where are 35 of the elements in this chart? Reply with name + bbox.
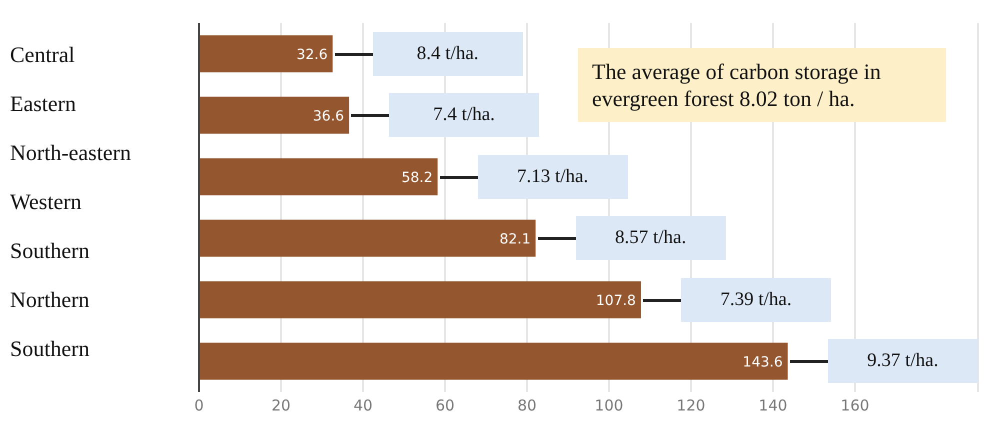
callout-box: 7.13 t/ha.: [478, 154, 628, 199]
bar: [199, 220, 536, 257]
callout-box: 8.57 t/ha.: [576, 216, 726, 260]
data-label: 32.6: [296, 46, 328, 63]
x-tick-label: 100: [594, 396, 624, 415]
text: Southern: [10, 335, 90, 363]
text: Southern: [10, 237, 90, 265]
callout-box: 8.4 t/ha.: [372, 32, 523, 76]
note-box: The average of carbon storage in evergreen forest 8.02 ton / ha.: [578, 48, 946, 122]
callout-box: 7.4 t/ha.: [389, 93, 540, 138]
callout-box: 9.37 t/ha.: [828, 339, 978, 384]
data-label: 107.8: [596, 292, 636, 309]
bar: [199, 96, 350, 134]
bar: [199, 158, 438, 196]
x-tick-label: 120: [676, 396, 706, 415]
x-tick-label: 20: [271, 396, 291, 415]
data-label: 82.1: [499, 231, 531, 248]
text: North-eastern: [10, 139, 131, 167]
bar: [199, 35, 333, 72]
x-tick-label: 160: [840, 396, 870, 415]
x-tick-label: 140: [758, 396, 788, 415]
x-tick-label: 80: [517, 396, 537, 415]
data-label: 36.6: [312, 108, 344, 124]
x-tick-label: 0: [194, 396, 204, 415]
text: Eastern: [10, 90, 77, 118]
text: Northern: [10, 286, 90, 314]
x-tick-label: 40: [353, 396, 373, 415]
x-tick-label: 60: [435, 396, 455, 415]
text: Central: [10, 41, 76, 69]
text: Western: [10, 188, 83, 216]
bar: [199, 342, 788, 380]
callout-box: 7.39 t/ha.: [680, 278, 831, 322]
bar: [199, 281, 641, 318]
data-label: 143.6: [742, 354, 783, 370]
data-label: 58.2: [401, 170, 433, 186]
